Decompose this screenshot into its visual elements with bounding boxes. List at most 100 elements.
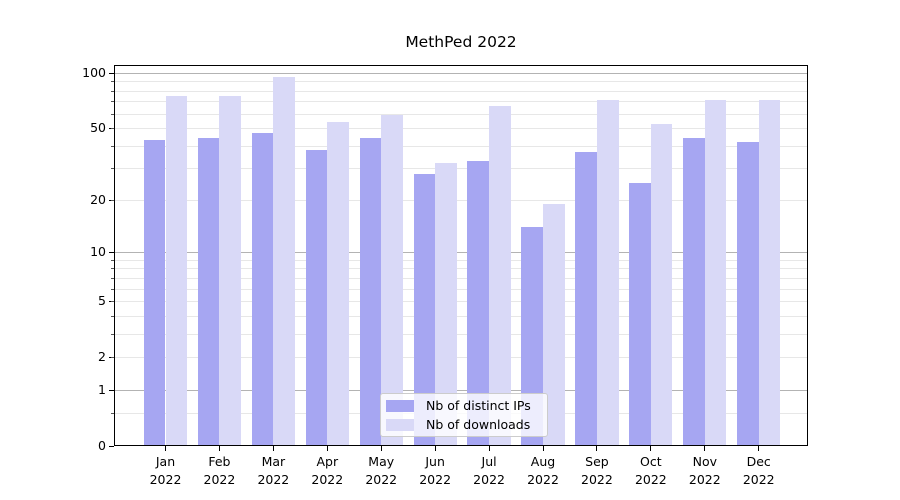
bar-may-downloads [381,115,403,446]
major-gridline [114,252,808,254]
major-gridline [114,72,808,74]
month-label: Jul [481,454,497,469]
bar-jun-downloads [435,163,457,446]
y-minor-tick [111,315,114,317]
x-tick-label-mar: Mar 2022 [241,453,305,488]
y-minor-tick [111,333,114,335]
y-minor-tick [111,128,114,130]
minor-gridline [114,168,808,170]
y-tick-label: 5 [98,293,106,309]
y-minor-tick [111,199,114,201]
bar-apr-downloads [327,122,349,446]
bar-aug-ips [521,227,543,446]
bar-dec-downloads [758,100,781,446]
year-label: 2022 [688,471,721,487]
minor-gridline [114,268,808,270]
minor-gridline [114,113,808,115]
bar-aug-downloads [543,203,565,446]
y-minor-tick [111,288,114,290]
plot-area [114,65,808,446]
month-label: Apr [316,454,339,469]
month-label: Aug [530,454,556,469]
x-tick [758,446,760,451]
y-minor-tick [111,259,114,261]
y-minor-tick [111,277,114,279]
minor-gridline [114,288,808,290]
minor-gridline [114,101,808,103]
x-tick [596,446,598,451]
month-label: Jun [425,454,445,469]
month-label: Mar [261,454,286,469]
x-tick [650,446,652,451]
bar-oct-ips [629,182,651,446]
year-label: 2022 [419,471,452,487]
bar-jun-ips [413,173,436,446]
legend: Nb of distinct IPs Nb of downloads [380,393,548,437]
y-minor-tick [111,413,114,415]
minor-gridline [114,90,808,92]
x-tick-label-jan: Jan 2022 [134,453,198,488]
bar-jan-ips [143,140,166,446]
x-tick-label-oct: Oct 2022 [619,453,683,488]
year-label: 2022 [473,471,505,487]
x-tick [704,446,706,451]
bar-jul-ips [467,160,490,446]
bar-may-ips [359,138,382,446]
y-minor-tick [111,90,114,92]
bar-dec-ips [737,142,759,446]
x-tick-label-dec: Dec 2022 [727,453,791,488]
x-tick [488,446,490,451]
legend-swatch-downloads [386,418,414,431]
x-tick-label-apr: Apr 2022 [295,453,359,488]
bar-jan-downloads [165,95,188,446]
y-tick-label: 100 [82,64,106,80]
minor-gridline [114,301,808,303]
minor-gridline [114,333,808,335]
y-tick-label: 0 [98,438,106,453]
minor-gridline [114,315,808,317]
bar-sep-ips [575,152,597,446]
minor-gridline [114,128,808,130]
x-tick [434,446,436,451]
y-minor-tick [111,301,114,303]
legend-item-downloads: Nb of downloads [386,417,539,432]
legend-swatch-distinct-ips [386,399,414,412]
major-gridline [114,389,808,391]
y-minor-tick [111,357,114,359]
y-tick [109,72,114,74]
year-label: 2022 [581,471,613,487]
year-label: 2022 [311,471,344,487]
x-tick-label-sep: Sep 2022 [565,453,629,488]
bar-nov-ips [683,138,705,446]
chart-title: MethPed 2022 [405,33,517,51]
x-tick [542,446,544,451]
bar-apr-ips [305,149,328,446]
year-label: 2022 [149,471,182,487]
bar-oct-downloads [650,123,673,446]
y-tick-label: 1 [98,381,106,397]
bar-mar-downloads [273,77,295,446]
x-tick [165,446,166,451]
legend-label-downloads: Nb of downloads [426,417,531,432]
y-minor-tick [111,268,114,270]
y-minor-tick [111,113,114,115]
x-tick-label-may: May 2022 [349,453,413,488]
legend-label-distinct-ips: Nb of distinct IPs [426,398,531,413]
y-tick [109,446,114,447]
y-tick-label: 2 [98,349,106,365]
bar-mar-ips [251,133,274,446]
x-tick-label-nov: Nov 2022 [673,453,737,488]
year-label: 2022 [634,471,667,487]
minor-gridline [114,357,808,359]
bar-feb-downloads [219,95,242,446]
month-label: Dec [746,454,771,469]
y-minor-tick [111,101,114,103]
year-label: 2022 [527,471,559,487]
x-tick-label-aug: Aug 2022 [511,453,575,488]
month-label: Nov [692,454,717,469]
x-tick [272,446,274,451]
bar-sep-downloads [596,100,619,446]
year-label: 2022 [257,471,290,487]
x-tick [326,446,328,451]
